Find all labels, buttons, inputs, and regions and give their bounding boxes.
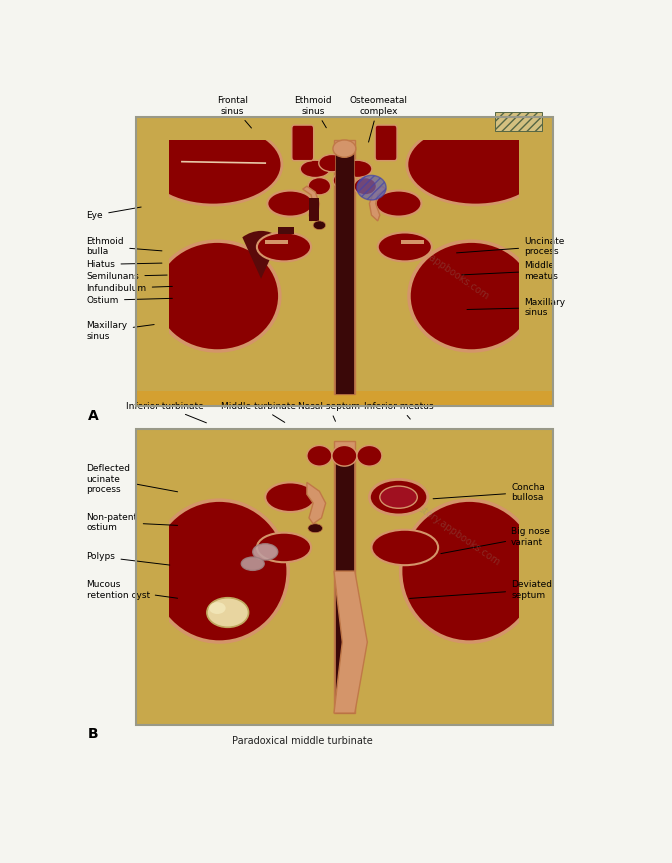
FancyBboxPatch shape bbox=[375, 125, 397, 161]
Ellipse shape bbox=[380, 486, 417, 508]
Ellipse shape bbox=[267, 191, 313, 217]
Text: Polyps: Polyps bbox=[87, 552, 170, 565]
Ellipse shape bbox=[300, 161, 330, 178]
Text: Deflected
ucinate
process: Deflected ucinate process bbox=[87, 464, 177, 494]
Ellipse shape bbox=[401, 501, 538, 642]
Text: B: B bbox=[88, 727, 99, 740]
Ellipse shape bbox=[257, 532, 311, 562]
Ellipse shape bbox=[378, 232, 432, 261]
Ellipse shape bbox=[332, 445, 357, 466]
Text: Hiatus: Hiatus bbox=[87, 260, 162, 269]
Ellipse shape bbox=[308, 524, 323, 532]
Ellipse shape bbox=[319, 154, 345, 172]
Bar bbox=[309, 198, 319, 221]
Polygon shape bbox=[307, 482, 326, 524]
Bar bbox=[265, 240, 288, 244]
Ellipse shape bbox=[376, 191, 421, 217]
Text: Ethmoid
bulla: Ethmoid bulla bbox=[87, 236, 162, 256]
Ellipse shape bbox=[407, 124, 544, 205]
Ellipse shape bbox=[354, 178, 376, 195]
Ellipse shape bbox=[409, 241, 534, 351]
Text: Concha
bullosa: Concha bullosa bbox=[433, 482, 545, 502]
Bar bbox=[334, 140, 355, 394]
Bar bbox=[335, 146, 353, 394]
FancyBboxPatch shape bbox=[292, 125, 314, 161]
Ellipse shape bbox=[144, 124, 282, 205]
Polygon shape bbox=[370, 186, 386, 221]
Ellipse shape bbox=[333, 140, 356, 157]
Bar bbox=[136, 117, 553, 406]
Ellipse shape bbox=[357, 175, 386, 200]
Text: Nasal septum: Nasal septum bbox=[298, 401, 360, 421]
Text: Mucous
retention cyst: Mucous retention cyst bbox=[87, 580, 177, 600]
Ellipse shape bbox=[333, 172, 355, 189]
Ellipse shape bbox=[342, 161, 372, 178]
Text: Paradoxical middle turbinate: Paradoxical middle turbinate bbox=[233, 736, 373, 746]
Ellipse shape bbox=[313, 221, 326, 230]
Text: Big nose
variant: Big nose variant bbox=[441, 527, 550, 553]
Polygon shape bbox=[303, 186, 319, 221]
Ellipse shape bbox=[151, 501, 288, 642]
Bar bbox=[519, 117, 553, 406]
Bar bbox=[278, 227, 294, 234]
Wedge shape bbox=[243, 231, 280, 279]
Bar bbox=[136, 392, 553, 406]
Text: Eye: Eye bbox=[87, 207, 141, 220]
Bar bbox=[334, 441, 355, 713]
Ellipse shape bbox=[370, 480, 428, 515]
Text: Frontal
sinus: Frontal sinus bbox=[217, 96, 251, 128]
Polygon shape bbox=[334, 571, 368, 713]
Bar bbox=[136, 117, 553, 406]
Text: Middle turbinate: Middle turbinate bbox=[221, 401, 296, 422]
Text: Middle
meatus: Middle meatus bbox=[462, 261, 558, 280]
Bar bbox=[136, 117, 553, 140]
Bar bbox=[136, 429, 553, 725]
Text: Ostium: Ostium bbox=[87, 296, 172, 305]
Text: Deviated
septum: Deviated septum bbox=[410, 580, 552, 600]
Text: Maxillary
sinus: Maxillary sinus bbox=[87, 321, 154, 341]
Bar bbox=[401, 240, 423, 244]
Bar bbox=[335, 453, 353, 713]
Text: Inferior meatus: Inferior meatus bbox=[364, 401, 434, 419]
Bar bbox=[136, 429, 553, 725]
Text: story.appbooks.com: story.appbooks.com bbox=[406, 237, 491, 302]
Bar bbox=[136, 117, 169, 406]
Ellipse shape bbox=[372, 530, 438, 565]
Ellipse shape bbox=[155, 241, 280, 351]
Text: A: A bbox=[88, 409, 99, 423]
Ellipse shape bbox=[357, 445, 382, 466]
Bar bbox=[136, 429, 169, 725]
Ellipse shape bbox=[207, 598, 249, 627]
Ellipse shape bbox=[307, 445, 332, 466]
Bar bbox=[495, 111, 542, 131]
Bar bbox=[519, 429, 553, 725]
Text: Osteomeatal
complex: Osteomeatal complex bbox=[349, 96, 407, 142]
Ellipse shape bbox=[253, 544, 278, 560]
Text: story.appbooks.com: story.appbooks.com bbox=[416, 503, 502, 568]
Ellipse shape bbox=[241, 557, 264, 570]
Text: Uncinate
process: Uncinate process bbox=[456, 236, 564, 256]
Text: Semilunans: Semilunans bbox=[87, 272, 167, 280]
Text: Ethmoid
sinus: Ethmoid sinus bbox=[294, 96, 332, 128]
Ellipse shape bbox=[265, 482, 315, 512]
Text: Infundibulum: Infundibulum bbox=[87, 284, 172, 293]
Ellipse shape bbox=[209, 602, 226, 614]
Text: Maxillary
sinus: Maxillary sinus bbox=[467, 298, 565, 318]
Ellipse shape bbox=[308, 178, 331, 195]
Text: Non-patent
ostium: Non-patent ostium bbox=[87, 513, 177, 532]
Text: Inferior turbinate: Inferior turbinate bbox=[126, 401, 206, 423]
Bar bbox=[136, 713, 553, 725]
Ellipse shape bbox=[257, 232, 311, 261]
